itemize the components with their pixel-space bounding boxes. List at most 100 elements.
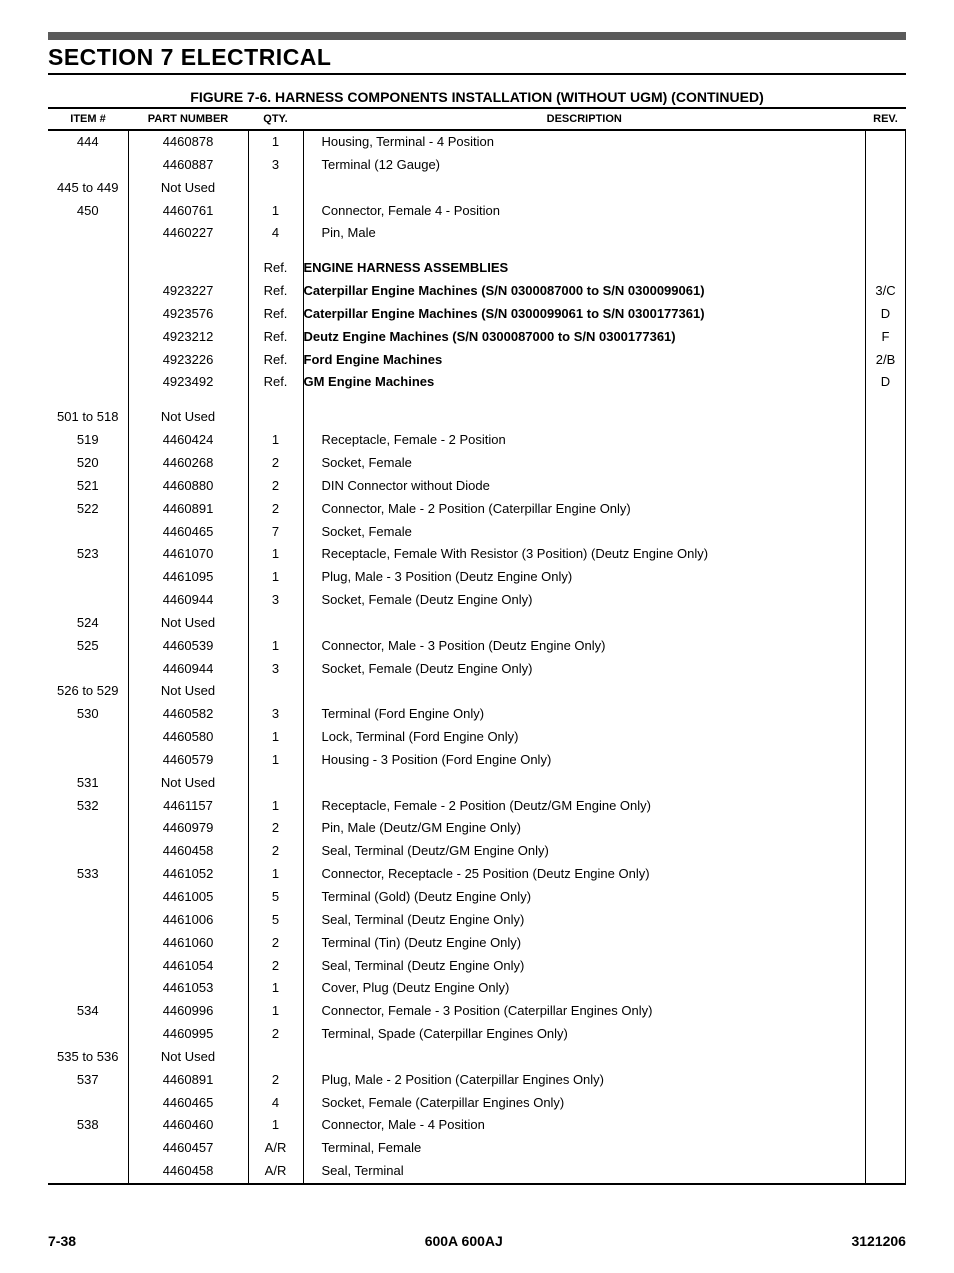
cell-item <box>48 154 128 177</box>
table-row: 53244611571Receptacle, Female - 2 Positi… <box>48 795 906 818</box>
cell-rev <box>866 1114 906 1137</box>
cell-item: 526 to 529 <box>48 680 128 703</box>
cell-rev: D <box>866 303 906 326</box>
table-row: 44610065Seal, Terminal (Deutz Engine Onl… <box>48 909 906 932</box>
cell-qty: 4 <box>248 222 303 245</box>
cell-item: 530 <box>48 703 128 726</box>
col-rev: REV. <box>866 108 906 130</box>
cell-rev <box>866 543 906 566</box>
cell-qty: 1 <box>248 635 303 658</box>
cell-part: 4461070 <box>128 543 248 566</box>
cell-qty: Ref. <box>248 349 303 372</box>
cell-part: 4461054 <box>128 955 248 978</box>
cell-qty: 1 <box>248 200 303 223</box>
cell-item <box>48 303 128 326</box>
cell-qty: 2 <box>248 955 303 978</box>
cell-desc: Terminal, Spade (Caterpillar Engines Onl… <box>303 1023 866 1046</box>
cell-rev <box>866 429 906 452</box>
cell-part: 4460996 <box>128 1000 248 1023</box>
cell-item <box>48 222 128 245</box>
cell-desc: Connector, Male - 2 Position (Caterpilla… <box>303 498 866 521</box>
table-row: 44602274Pin, Male <box>48 222 906 245</box>
table-row: 53344610521Connector, Receptacle - 25 Po… <box>48 863 906 886</box>
page-footer: 7-38 600A 600AJ 3121206 <box>48 1233 906 1249</box>
cell-part: 4923212 <box>128 326 248 349</box>
cell-part: 4460268 <box>128 452 248 475</box>
cell-desc: Pin, Male (Deutz/GM Engine Only) <box>303 817 866 840</box>
cell-desc: Plug, Male - 3 Position (Deutz Engine On… <box>303 566 866 589</box>
cell-desc: Cover, Plug (Deutz Engine Only) <box>303 977 866 1000</box>
cell-part: 4460465 <box>128 1092 248 1115</box>
cell-part: 4923492 <box>128 371 248 394</box>
table-row: 4460457A/RTerminal, Female <box>48 1137 906 1160</box>
table-row: 44610055Terminal (Gold) (Deutz Engine On… <box>48 886 906 909</box>
table-row: 53044605823Terminal (Ford Engine Only) <box>48 703 906 726</box>
table-row: 52344610701Receptacle, Female With Resis… <box>48 543 906 566</box>
cell-item: 531 <box>48 772 128 795</box>
cell-part: 4923226 <box>128 349 248 372</box>
cell-qty: 1 <box>248 566 303 589</box>
cell-qty: Ref. <box>248 280 303 303</box>
cell-item <box>48 1160 128 1184</box>
footer-left: 7-38 <box>48 1233 76 1249</box>
table-row: 52044602682Socket, Female <box>48 452 906 475</box>
cell-qty: 3 <box>248 154 303 177</box>
cell-rev <box>866 680 906 703</box>
cell-rev <box>866 1000 906 1023</box>
cell-item: 533 <box>48 863 128 886</box>
cell-item: 525 <box>48 635 128 658</box>
cell-rev <box>866 817 906 840</box>
table-row: 44610951Plug, Male - 3 Position (Deutz E… <box>48 566 906 589</box>
cell-item: 538 <box>48 1114 128 1137</box>
cell-rev <box>866 498 906 521</box>
table-row: 535 to 536Not Used <box>48 1046 906 1069</box>
footer-center: 600A 600AJ <box>425 1233 503 1249</box>
cell-item <box>48 932 128 955</box>
cell-item <box>48 589 128 612</box>
cell-item <box>48 817 128 840</box>
cell-part: 4460457 <box>128 1137 248 1160</box>
cell-desc: ENGINE HARNESS ASSEMBLIES <box>303 257 866 280</box>
cell-part: 4461157 <box>128 795 248 818</box>
table-row: 53744608912Plug, Male - 2 Position (Cate… <box>48 1069 906 1092</box>
cell-part: 4460424 <box>128 429 248 452</box>
table-row: 44608873Terminal (12 Gauge) <box>48 154 906 177</box>
cell-qty <box>248 406 303 429</box>
cell-part: 4460761 <box>128 200 248 223</box>
cell-rev <box>866 200 906 223</box>
cell-qty: 1 <box>248 749 303 772</box>
table-row: 44604582Seal, Terminal (Deutz/GM Engine … <box>48 840 906 863</box>
table-row: 4923226Ref.Ford Engine Machines2/B <box>48 349 906 372</box>
cell-desc: Pin, Male <box>303 222 866 245</box>
cell-rev <box>866 863 906 886</box>
cell-qty: 2 <box>248 840 303 863</box>
cell-qty: 1 <box>248 130 303 154</box>
cell-item <box>48 1092 128 1115</box>
cell-rev <box>866 566 906 589</box>
cell-rev <box>866 1023 906 1046</box>
cell-desc: Terminal, Female <box>303 1137 866 1160</box>
cell-qty <box>248 680 303 703</box>
cell-rev <box>866 589 906 612</box>
cell-desc <box>303 406 866 429</box>
cell-rev <box>866 1137 906 1160</box>
cell-qty: Ref. <box>248 371 303 394</box>
cell-part: 4460539 <box>128 635 248 658</box>
table-row: 4923212Ref.Deutz Engine Machines (S/N 03… <box>48 326 906 349</box>
cell-part: 4460944 <box>128 658 248 681</box>
cell-desc: Housing - 3 Position (Ford Engine Only) <box>303 749 866 772</box>
cell-desc <box>303 612 866 635</box>
cell-part: 4460880 <box>128 475 248 498</box>
cell-qty: A/R <box>248 1137 303 1160</box>
cell-desc <box>303 680 866 703</box>
cell-desc: Socket, Female (Deutz Engine Only) <box>303 658 866 681</box>
cell-item: 445 to 449 <box>48 177 128 200</box>
cell-desc: Terminal (Ford Engine Only) <box>303 703 866 726</box>
table-row <box>48 394 906 406</box>
footer-right: 3121206 <box>851 1233 906 1249</box>
cell-desc: Lock, Terminal (Ford Engine Only) <box>303 726 866 749</box>
cell-desc: Terminal (Gold) (Deutz Engine Only) <box>303 886 866 909</box>
cell-item <box>48 886 128 909</box>
cell-desc: Seal, Terminal (Deutz Engine Only) <box>303 909 866 932</box>
cell-desc <box>303 177 866 200</box>
